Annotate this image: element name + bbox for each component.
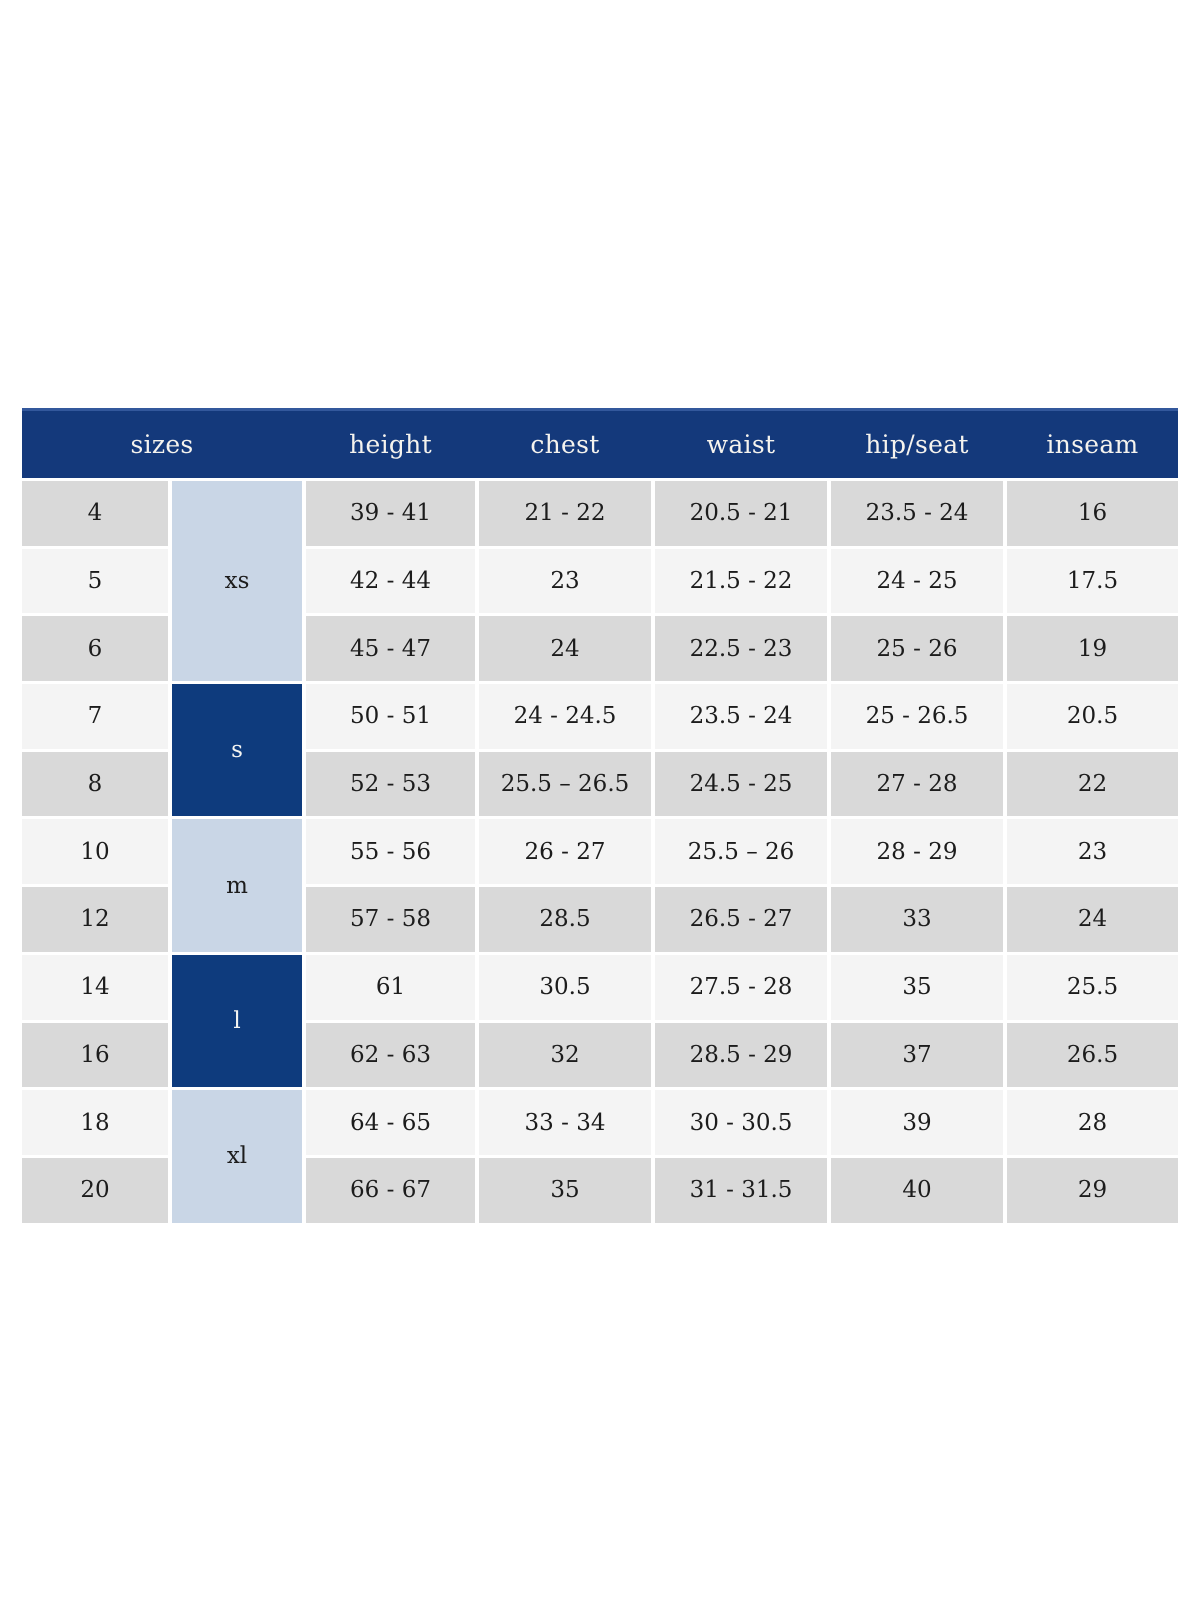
cell-waist: 31 - 31.5 bbox=[655, 1157, 827, 1223]
size-chart-table: sizes height chest waist hip/seat inseam… bbox=[22, 408, 1178, 1223]
cell-size: 10 bbox=[22, 819, 168, 885]
cell-size: 7 bbox=[22, 684, 168, 749]
cell-size-group-xl: xl bbox=[172, 1090, 302, 1223]
cell-size: 18 bbox=[22, 1090, 168, 1155]
column-header-hip-seat: hip/seat bbox=[865, 430, 969, 459]
table-header-row: sizes height chest waist hip/seat inseam bbox=[22, 408, 1178, 478]
cell-height: 57 - 58 bbox=[306, 887, 475, 952]
cell-inseam: 22 bbox=[1007, 751, 1178, 817]
cell-height: 42 - 44 bbox=[306, 548, 475, 614]
cell-height: 55 - 56 bbox=[306, 819, 475, 885]
cell-inseam: 17.5 bbox=[1007, 548, 1178, 614]
cell-chest: 25.5 – 26.5 bbox=[479, 751, 651, 817]
cell-waist: 20.5 - 21 bbox=[655, 481, 827, 546]
column-header-sizes: sizes bbox=[130, 430, 194, 459]
cell-chest: 35 bbox=[479, 1157, 651, 1223]
cell-chest: 32 bbox=[479, 1022, 651, 1088]
cell-chest: 24 - 24.5 bbox=[479, 684, 651, 749]
cell-waist: 21.5 - 22 bbox=[655, 548, 827, 614]
cell-size-group-s: s bbox=[172, 684, 302, 817]
cell-height: 62 - 63 bbox=[306, 1022, 475, 1088]
cell-hip-seat: 25 - 26 bbox=[831, 616, 1003, 682]
cell-inseam: 24 bbox=[1007, 887, 1178, 952]
column-header-inseam: inseam bbox=[1046, 430, 1139, 459]
cell-inseam: 26.5 bbox=[1007, 1022, 1178, 1088]
cell-size-group-l: l bbox=[172, 954, 302, 1088]
cell-chest: 24 bbox=[479, 616, 651, 682]
cell-size: 14 bbox=[22, 954, 168, 1020]
cell-hip-seat: 27 - 28 bbox=[831, 751, 1003, 817]
cell-hip-seat: 24 - 25 bbox=[831, 548, 1003, 614]
cell-size: 4 bbox=[22, 481, 168, 546]
cell-waist: 26.5 - 27 bbox=[655, 887, 827, 952]
column-header-chest: chest bbox=[530, 430, 600, 459]
cell-height: 61 bbox=[306, 954, 475, 1020]
cell-inseam: 19 bbox=[1007, 616, 1178, 682]
cell-height: 66 - 67 bbox=[306, 1157, 475, 1223]
cell-chest: 30.5 bbox=[479, 954, 651, 1020]
cell-inseam: 23 bbox=[1007, 819, 1178, 885]
cell-chest: 21 - 22 bbox=[479, 481, 651, 546]
column-header-waist: waist bbox=[706, 430, 776, 459]
cell-chest: 28.5 bbox=[479, 887, 651, 952]
cell-height: 39 - 41 bbox=[306, 481, 475, 546]
cell-waist: 28.5 - 29 bbox=[655, 1022, 827, 1088]
cell-chest: 23 bbox=[479, 548, 651, 614]
cell-size: 6 bbox=[22, 616, 168, 682]
cell-chest: 33 - 34 bbox=[479, 1090, 651, 1155]
cell-hip-seat: 35 bbox=[831, 954, 1003, 1020]
cell-size-group-m: m bbox=[172, 819, 302, 952]
cell-size: 16 bbox=[22, 1022, 168, 1088]
cell-hip-seat: 40 bbox=[831, 1157, 1003, 1223]
cell-inseam: 29 bbox=[1007, 1157, 1178, 1223]
cell-inseam: 28 bbox=[1007, 1090, 1178, 1155]
cell-height: 64 - 65 bbox=[306, 1090, 475, 1155]
cell-hip-seat: 25 - 26.5 bbox=[831, 684, 1003, 749]
cell-hip-seat: 28 - 29 bbox=[831, 819, 1003, 885]
cell-waist: 30 - 30.5 bbox=[655, 1090, 827, 1155]
cell-waist: 25.5 – 26 bbox=[655, 819, 827, 885]
cell-hip-seat: 37 bbox=[831, 1022, 1003, 1088]
cell-size-group-xs: xs bbox=[172, 481, 302, 682]
cell-waist: 27.5 - 28 bbox=[655, 954, 827, 1020]
cell-size: 12 bbox=[22, 887, 168, 952]
cell-hip-seat: 33 bbox=[831, 887, 1003, 952]
cell-chest: 26 - 27 bbox=[479, 819, 651, 885]
cell-inseam: 20.5 bbox=[1007, 684, 1178, 749]
cell-height: 45 - 47 bbox=[306, 616, 475, 682]
cell-size: 5 bbox=[22, 548, 168, 614]
cell-waist: 23.5 - 24 bbox=[655, 684, 827, 749]
cell-height: 50 - 51 bbox=[306, 684, 475, 749]
cell-size: 8 bbox=[22, 751, 168, 817]
cell-waist: 24.5 - 25 bbox=[655, 751, 827, 817]
cell-inseam: 16 bbox=[1007, 481, 1178, 546]
cell-hip-seat: 23.5 - 24 bbox=[831, 481, 1003, 546]
cell-inseam: 25.5 bbox=[1007, 954, 1178, 1020]
cell-hip-seat: 39 bbox=[831, 1090, 1003, 1155]
cell-size: 20 bbox=[22, 1157, 168, 1223]
column-header-height: height bbox=[349, 430, 432, 459]
cell-waist: 22.5 - 23 bbox=[655, 616, 827, 682]
cell-height: 52 - 53 bbox=[306, 751, 475, 817]
